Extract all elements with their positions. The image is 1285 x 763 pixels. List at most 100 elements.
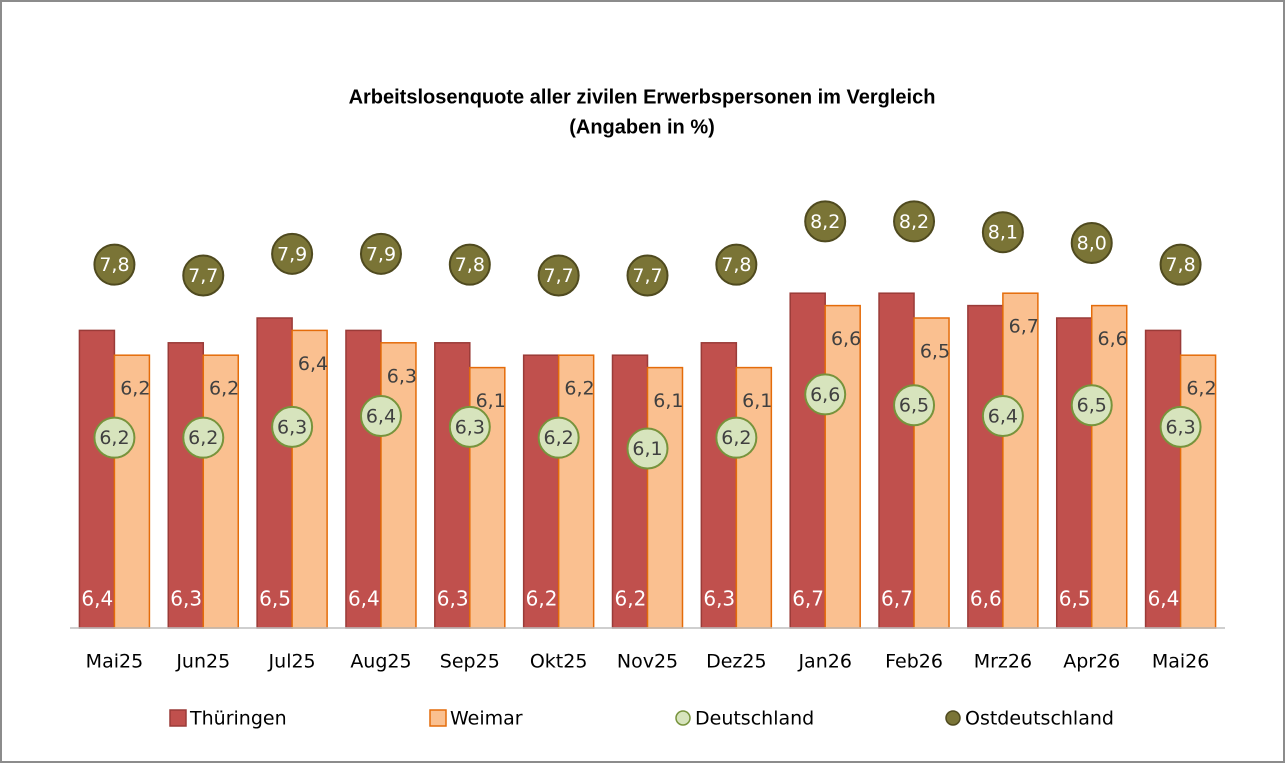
bar xyxy=(1090,304,1128,629)
marker xyxy=(804,373,847,416)
chart-title: Arbeitslosenquote aller zivilen Erwerbsp… xyxy=(349,86,936,108)
data-label: 8,2 xyxy=(899,211,929,233)
marker xyxy=(93,416,136,459)
data-label: 6,5 xyxy=(1059,587,1091,611)
data-label: 7,8 xyxy=(1165,254,1195,276)
x-tick-label: Jul25 xyxy=(268,651,316,673)
marker xyxy=(1070,222,1113,265)
x-tick-label: Okt25 xyxy=(530,651,588,673)
data-label: 7,8 xyxy=(99,254,129,276)
marker xyxy=(448,243,491,286)
x-tick-label: Jun25 xyxy=(175,651,230,673)
marker xyxy=(715,416,758,459)
data-label: 6,2 xyxy=(99,427,129,449)
data-label: 6,3 xyxy=(455,416,485,438)
data-label: 6,1 xyxy=(632,438,662,460)
legend-swatch xyxy=(429,709,447,727)
data-label: 7,9 xyxy=(366,243,396,265)
x-tick-label: Dez25 xyxy=(706,651,766,673)
bar xyxy=(291,329,328,629)
data-label: 6,5 xyxy=(1077,395,1107,417)
data-label: 6,2 xyxy=(615,587,647,611)
data-label: 6,1 xyxy=(476,390,506,412)
bar xyxy=(967,304,1004,629)
x-tick-label: Mrz26 xyxy=(974,651,1032,673)
marker xyxy=(893,200,936,243)
marker xyxy=(715,243,758,286)
data-label: 6,3 xyxy=(437,587,469,611)
marker xyxy=(1159,405,1202,448)
data-label: 6,2 xyxy=(564,378,594,400)
bar xyxy=(167,342,205,629)
data-label: 6,6 xyxy=(970,587,1002,611)
legend-swatch xyxy=(169,709,187,727)
legend-label: Thüringen xyxy=(189,708,287,730)
data-label: 6,2 xyxy=(1186,378,1216,400)
marker xyxy=(182,416,225,459)
x-tick-label: Jan26 xyxy=(797,651,851,673)
bar xyxy=(913,317,950,629)
marker xyxy=(359,395,402,438)
data-label: 6,6 xyxy=(810,384,840,406)
marker xyxy=(448,405,491,448)
data-label: 7,7 xyxy=(188,265,218,287)
data-label: 6,7 xyxy=(1009,316,1039,338)
data-label: 7,9 xyxy=(277,243,307,265)
data-label: 6,4 xyxy=(298,353,328,375)
bar xyxy=(78,329,116,629)
bar xyxy=(1179,354,1217,629)
bar xyxy=(345,329,382,629)
data-label: 8,0 xyxy=(1077,233,1107,255)
data-label: 6,2 xyxy=(526,587,558,611)
marker xyxy=(893,384,936,427)
chart-subtitle: (Angaben in %) xyxy=(569,116,715,138)
x-tick-label: Apr26 xyxy=(1063,651,1120,673)
marker xyxy=(1070,384,1113,427)
data-label: 6,2 xyxy=(120,378,150,400)
bar xyxy=(1144,329,1182,629)
marker xyxy=(626,254,669,297)
data-label: 7,8 xyxy=(455,254,485,276)
bar xyxy=(789,292,826,629)
x-tick-label: Mai25 xyxy=(86,651,144,673)
data-label: 6,5 xyxy=(259,587,291,611)
bar xyxy=(434,342,471,629)
marker xyxy=(804,200,847,243)
marker xyxy=(1159,243,1202,286)
legend-swatch xyxy=(945,710,961,726)
bar xyxy=(646,366,684,629)
data-label: 6,4 xyxy=(988,406,1018,428)
bar xyxy=(113,354,151,629)
legend-swatch xyxy=(675,710,691,726)
legend-label: Ostdeutschland xyxy=(965,708,1114,730)
data-label: 8,2 xyxy=(810,211,840,233)
marker xyxy=(182,254,225,297)
x-tick-label: Sep25 xyxy=(440,651,500,673)
data-label: 6,7 xyxy=(792,587,824,611)
data-label: 7,7 xyxy=(632,265,662,287)
marker xyxy=(271,232,314,275)
data-label: 6,3 xyxy=(277,416,307,438)
marker xyxy=(537,416,580,459)
x-tick-label: Nov25 xyxy=(617,651,678,673)
marker xyxy=(981,211,1024,254)
data-label: 6,4 xyxy=(366,406,396,428)
data-label: 7,8 xyxy=(721,254,751,276)
data-label: 8,1 xyxy=(988,222,1018,244)
bar xyxy=(1055,317,1093,629)
data-label: 6,2 xyxy=(544,427,574,449)
data-label: 6,3 xyxy=(703,587,735,611)
data-label: 6,6 xyxy=(831,328,861,350)
data-label: 6,3 xyxy=(1165,416,1195,438)
marker xyxy=(626,427,669,470)
bar xyxy=(700,342,738,629)
legend-label: Deutschland xyxy=(695,708,814,730)
x-tick-label: Aug25 xyxy=(350,651,411,673)
data-label: 6,1 xyxy=(653,390,683,412)
bar xyxy=(878,292,915,629)
marker xyxy=(93,243,136,286)
data-label: 7,7 xyxy=(544,265,574,287)
marker xyxy=(271,405,314,448)
